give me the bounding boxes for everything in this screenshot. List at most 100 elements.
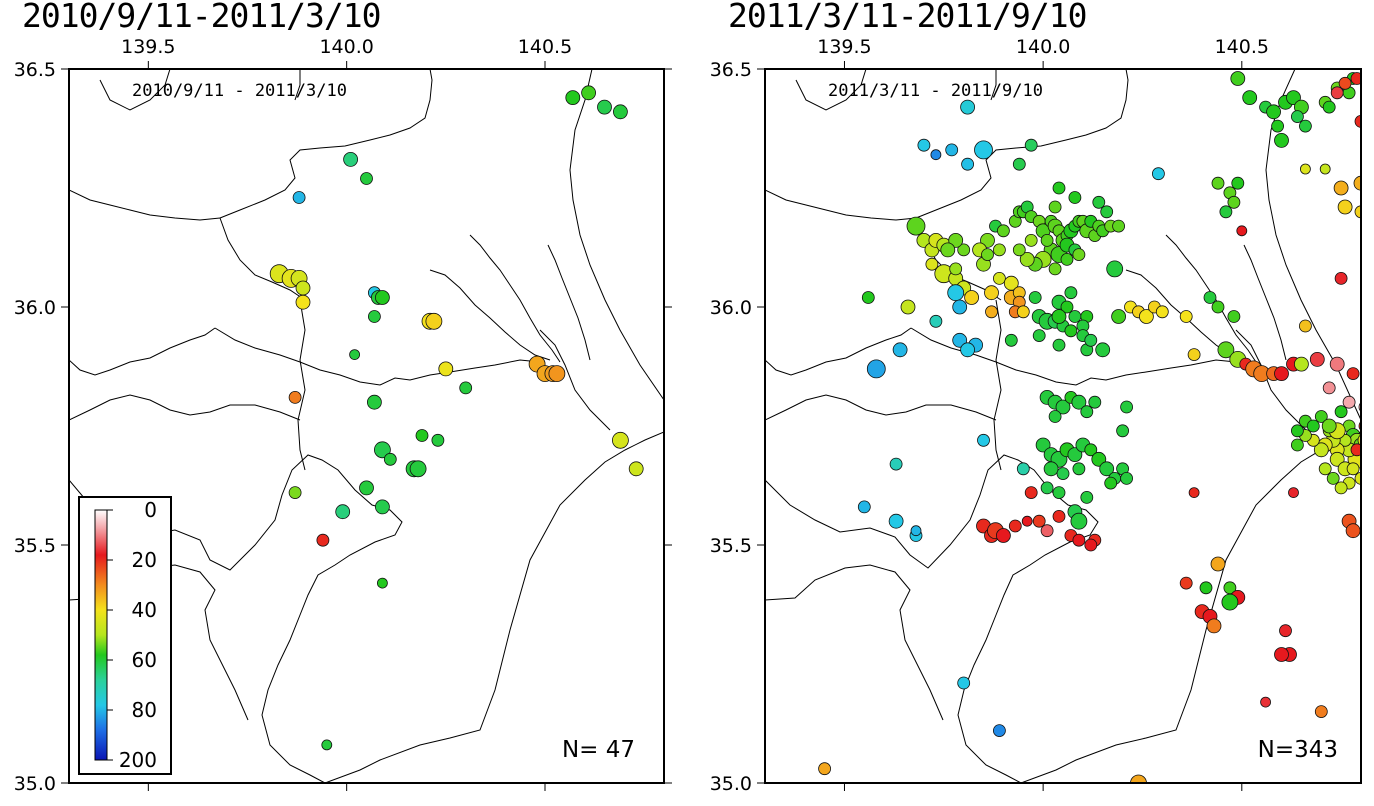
earthquake-event — [1300, 163, 1311, 175]
earthquake-event — [1116, 424, 1129, 438]
earthquake-event — [1342, 395, 1356, 409]
earthquake-event — [383, 452, 397, 466]
earthquake-event — [1072, 533, 1086, 547]
earthquake-event — [1231, 176, 1245, 190]
earthquake-event — [1334, 405, 1348, 419]
earthquake-event — [1052, 181, 1066, 195]
earthquake-event — [374, 499, 390, 515]
earthquake-event — [1211, 176, 1225, 190]
earthquake-event — [993, 271, 1006, 285]
earthquake-event — [459, 381, 473, 395]
earthquake-event — [1362, 186, 1374, 200]
earthquake-event — [906, 216, 926, 236]
left-map-panel: 139.5 140.0 140.5 36.5 36.0 35.5 35.0 2010/9/1… — [14, 36, 672, 795]
earthquake-event — [960, 342, 975, 358]
earthquake-event — [974, 140, 993, 160]
earthquake-event — [889, 457, 903, 471]
earthquake-event — [1354, 205, 1361, 219]
earthquake-event — [1274, 366, 1289, 382]
earthquake-event — [993, 243, 1006, 257]
earthquake-event — [892, 342, 908, 358]
earthquake-event — [1337, 199, 1353, 215]
earthquake-event — [957, 676, 971, 690]
earthquake-event — [1353, 175, 1361, 191]
earthquake-event — [1211, 300, 1225, 314]
earthquake-event — [910, 525, 922, 537]
earthquake-event — [1048, 262, 1062, 276]
lat-tick-label: 35.0 — [710, 773, 752, 795]
left-coastlines-and-boundaries — [69, 69, 664, 783]
earthquake-event — [1112, 219, 1125, 233]
earthquake-event — [993, 724, 1006, 737]
earthquake-event — [335, 504, 351, 520]
earthquake-event — [1217, 341, 1235, 359]
earthquake-event — [977, 433, 990, 447]
lat-tick-label: 36.5 — [14, 59, 56, 81]
earthquake-event — [1354, 472, 1361, 485]
earthquake-event — [1291, 110, 1304, 123]
earthquake-event — [613, 104, 628, 120]
depth-color-legend: 0 20 40 60 80 200 — [78, 496, 172, 775]
earthquake-event — [1084, 333, 1098, 347]
left-event-count: N= 47 — [562, 737, 635, 763]
earthquake-event — [1367, 215, 1374, 227]
earthquake-event — [1322, 100, 1336, 114]
earthquake-event — [1199, 581, 1213, 595]
earthquake-event — [1035, 437, 1051, 453]
earthquake-event — [1068, 310, 1082, 323]
earthquake-event — [1004, 333, 1018, 347]
earthquake-event — [373, 441, 391, 459]
earthquake-event — [1060, 300, 1074, 314]
earthquake-event — [1072, 248, 1086, 262]
earthquake-event — [1064, 324, 1078, 338]
earthquake-event — [1024, 233, 1038, 247]
earthquake-event — [1188, 487, 1200, 499]
earthquake-event — [1024, 138, 1038, 152]
legend-box — [78, 496, 172, 775]
earthquake-event — [1120, 471, 1133, 485]
earthquake-event — [1048, 410, 1062, 423]
lat-tick-label: 36.5 — [710, 59, 752, 81]
earthquake-event — [316, 533, 330, 547]
earthquake-event — [1099, 461, 1115, 477]
earthquake-event — [818, 762, 831, 776]
earthquake-event — [900, 299, 916, 315]
earthquake-event — [1052, 486, 1066, 500]
earthquake-event — [565, 90, 581, 105]
earthquake-event — [945, 143, 959, 157]
earthquake-event — [1314, 410, 1328, 423]
earthquake-event — [1354, 115, 1361, 128]
earthquake-event — [1104, 476, 1118, 490]
earthquake-event — [996, 528, 1011, 543]
earthquake-event — [1242, 90, 1258, 105]
earthquake-event — [1070, 512, 1088, 530]
earthquake-event — [1008, 519, 1022, 533]
earthquake-event — [367, 310, 381, 323]
earthquake-event — [1028, 291, 1042, 304]
earthquake-event — [597, 99, 612, 115]
earthquake-event — [1084, 443, 1098, 457]
earthquake-event — [1048, 200, 1062, 214]
earthquake-event — [425, 312, 443, 330]
legend-tick-label: 20 — [132, 548, 157, 572]
earthquake-event — [438, 361, 454, 377]
earthquake-event — [1095, 342, 1111, 358]
earthquake-event — [1279, 624, 1292, 638]
earthquake-event — [1288, 487, 1299, 499]
earthquake-event — [1064, 286, 1078, 300]
earthquake-event — [949, 262, 963, 276]
earthquake-event — [1068, 191, 1082, 204]
earthquake-event — [1032, 514, 1046, 528]
earthquake-event — [1179, 310, 1193, 323]
lat-tick-label: 35.0 — [14, 773, 56, 795]
left-earthquake-events — [269, 85, 644, 751]
lon-tick-label: 139.5 — [817, 36, 871, 58]
earthquake-event — [1350, 443, 1361, 457]
earthquake-event — [1299, 319, 1312, 333]
earthquake-event — [1187, 348, 1201, 362]
right-panel-title: 2011/3/11-2011/9/10 — [728, 0, 1087, 35]
earthquake-event — [1318, 462, 1332, 476]
earthquake-event — [1024, 486, 1038, 500]
earthquake-event — [1291, 438, 1304, 452]
earthquake-event — [1100, 205, 1114, 219]
